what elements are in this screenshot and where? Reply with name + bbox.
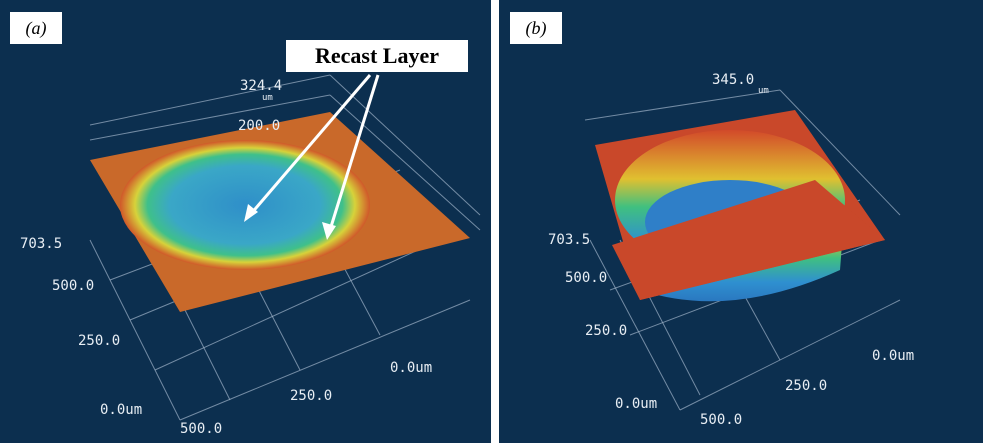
axis-label: 0.0um xyxy=(390,360,432,376)
arrow xyxy=(248,74,372,216)
axis-label: 250.0 xyxy=(785,378,827,394)
axis-label: 703.5 xyxy=(548,232,590,248)
label-box xyxy=(10,12,62,44)
axis-label: 0.0um xyxy=(100,402,142,418)
axis-label: 500.0 xyxy=(52,278,94,294)
arrow xyxy=(328,74,380,231)
annotation: Recast Layer xyxy=(315,43,439,68)
surface-front xyxy=(612,180,885,300)
axis-label: 500.0 xyxy=(565,270,607,286)
axis-label: 200.0 xyxy=(238,118,280,134)
panel-label: (a) xyxy=(26,18,47,39)
axis-label: 500.0 xyxy=(700,412,742,428)
axis-label: 345.0 xyxy=(712,72,754,88)
arrowhead xyxy=(322,222,336,240)
axis-label: 250.0 xyxy=(585,323,627,339)
label-box xyxy=(510,12,562,44)
panel-label: (b) xyxy=(526,18,547,39)
annotation-box xyxy=(286,40,468,72)
axis-label: 0.0um xyxy=(872,348,914,364)
axis-label: um xyxy=(262,93,273,103)
axis-label: 703.5 xyxy=(20,236,62,252)
axis-label: 500.0 xyxy=(180,421,222,437)
axis-label: 250.0 xyxy=(78,333,120,349)
axis-label: um xyxy=(758,86,769,96)
crater xyxy=(120,140,370,270)
axis-label: 0.0um xyxy=(615,396,657,412)
arrowhead xyxy=(244,204,258,222)
axis-label: 324.4 xyxy=(240,78,282,94)
axis-label: 250.0 xyxy=(290,388,332,404)
